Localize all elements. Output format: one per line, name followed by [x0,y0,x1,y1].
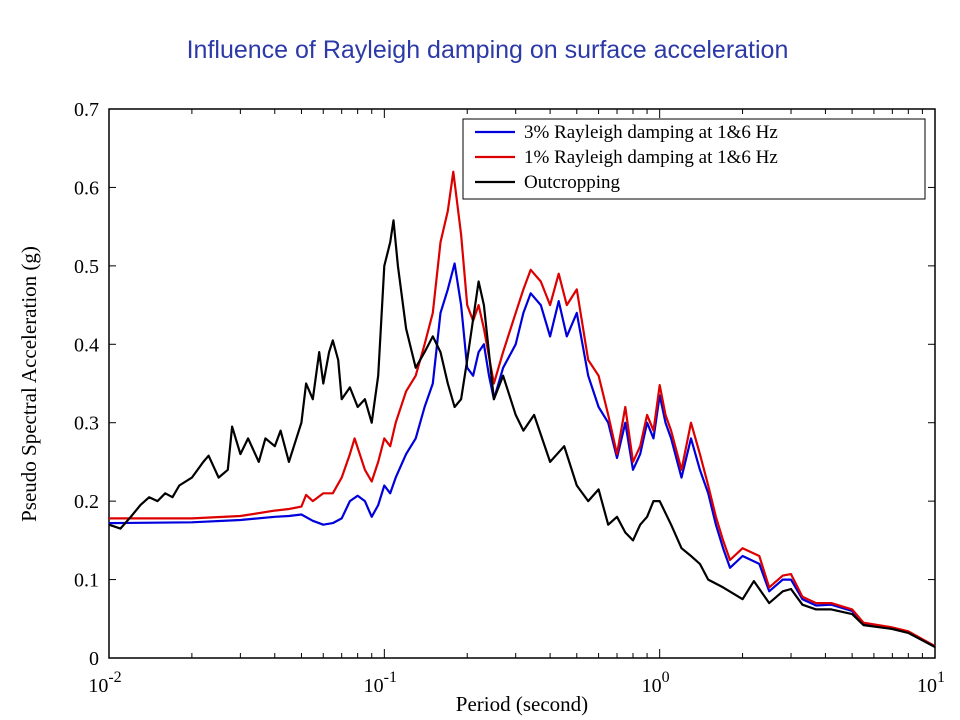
legend-label-3: Outcropping [524,172,621,193]
y-tick-label: 0.7 [74,99,99,121]
series-line-1 [108,262,936,648]
series-line-3 [108,219,936,648]
y-tick-label: 0 [89,648,99,670]
x-tick-label-exponent: 0 [662,669,670,686]
y-tick-label: 0.1 [74,570,99,592]
x-tick-label-exponent: 1 [937,669,945,686]
x-tick-label-base: 10 [917,675,937,697]
x-tick-label-exponent: -1 [384,669,397,686]
tick-labels: 00.10.20.30.40.50.60.710-2 10-1 100 101 [74,99,945,697]
series-line-2 [109,170,936,648]
y-tick-label: 0.5 [74,256,99,278]
legend-label-2: 1% Rayleigh damping at 1&6 Hz [524,147,778,168]
y-axis-label: Pseudo Spectral Acceleration (g) [17,246,41,522]
plot-frame [108,108,936,659]
y-tick-label: 0.2 [74,491,99,513]
x-tick-label-exponent: -2 [108,669,121,686]
x-tick-label: 10-1 [364,669,397,697]
x-tick-label-base: 10 [88,675,108,697]
y-tick-label: 0.3 [74,413,99,435]
legend: 3% Rayleigh damping at 1&6 Hz 1% Rayleigh… [462,118,926,200]
series-lines [108,170,936,648]
ticks [108,108,935,659]
x-tick-label: 100 [642,669,670,697]
x-tick-label-base: 10 [642,675,662,697]
y-tick-label: 0.6 [74,177,99,199]
x-tick-label-base: 10 [364,675,384,697]
slide-title: Influence of Rayleigh damping on surface… [186,36,789,64]
x-axis-label: Period (second) [456,692,588,716]
x-tick-label: 10-2 [88,669,121,697]
legend-label-1: 3% Rayleigh damping at 1&6 Hz [524,122,778,143]
y-tick-label: 0.4 [74,334,99,356]
x-tick-label: 101 [917,669,945,697]
legend-box [462,118,926,200]
